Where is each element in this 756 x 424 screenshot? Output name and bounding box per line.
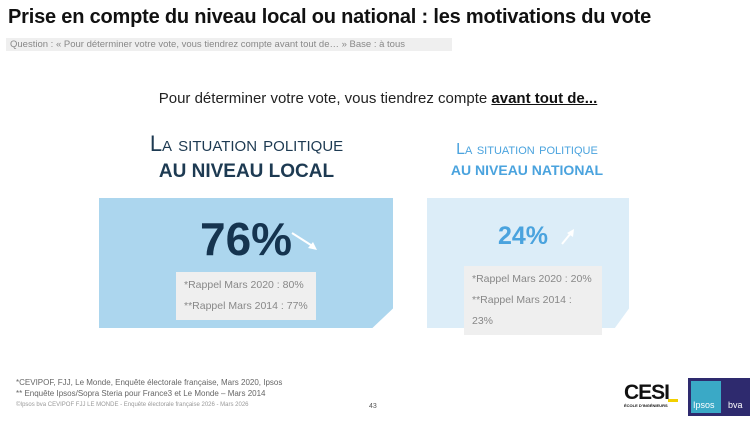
footnote-2: ** Enquête Ipsos/Sopra Steria pour Franc… [16,389,266,398]
arrow-up-right-icon [561,229,574,245]
local-recall-2020: *Rappel Mars 2020 : 80% [184,279,304,291]
card-local-line1: La situation politique [149,131,344,156]
page-number: 43 [369,403,377,410]
national-percentage: 24% [498,222,549,250]
copyright: ©Ipsos bva CEVIPOF FJJ LE MONDE - Enquêt… [16,402,249,408]
lead-text: Pour déterminer votre vote, vous tiendre… [0,90,756,107]
cesi-logo: CESI ÉCOLE D'INGÉNIEURS [624,382,678,408]
card-local-heading: La situation politique AU NIVEAU LOCAL [100,130,393,186]
page-title: Prise en compte du niveau local ou natio… [8,6,651,28]
footnote-1: *CEVIPOF, FJJ, Le Monde, Enquête élector… [16,378,283,387]
card-local-line2: AU NIVEAU LOCAL [158,161,335,182]
ipsos-text: Ipsos [693,400,715,410]
ipsos-bva-logo: Ipsos bva [688,378,750,416]
national-recall-box: *Rappel Mars 2020 : 20% **Rappel Mars 201… [464,266,602,335]
lead-plain: Pour déterminer votre vote, vous tiendre… [158,90,492,107]
local-recall-2014: **Rappel Mars 2014 : 77% [184,300,308,312]
cesi-underscore [668,399,678,402]
local-recall-box: *Rappel Mars 2020 : 80% **Rappel Mars 201… [176,272,316,320]
cesi-logo-text: CESI [624,381,670,404]
ipsos-square [691,381,721,413]
arrow-down-right-icon [291,232,317,250]
card-national-heading: La situation politique AU NIVEAU NATIONAL [427,140,627,180]
card-national-line1: La situation politique [456,141,598,158]
national-recall-2020: *Rappel Mars 2020 : 20% [472,273,592,285]
cesi-logo-sub: ÉCOLE D'INGÉNIEURS [624,403,668,408]
question-note: Question : « Pour déterminer votre vote,… [6,38,452,51]
card-national-line2: AU NIVEAU NATIONAL [450,162,604,178]
national-recall-2014: **Rappel Mars 2014 : 23% [472,294,572,327]
lead-emphasis: avant tout de... [491,90,598,107]
local-percentage: 76% [200,213,293,265]
bva-text: bva [728,400,743,410]
